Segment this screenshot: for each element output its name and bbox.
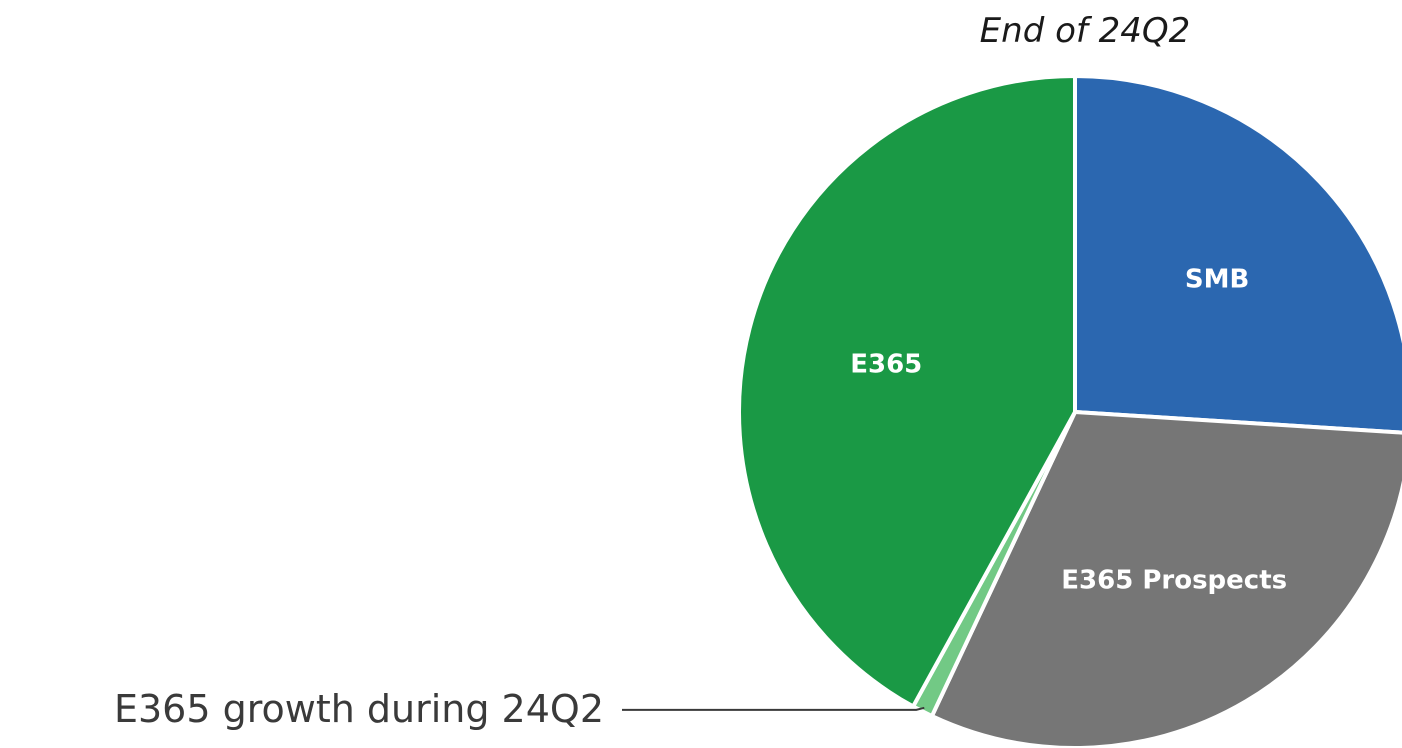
pie-slice-e365-prospects xyxy=(929,410,1402,748)
chart-title: End of 24Q2 xyxy=(980,11,1191,51)
slice-label-e365: E365 xyxy=(850,350,922,380)
slice-label-smb: SMB xyxy=(1185,265,1249,295)
callout-label-e365-growth-during-24q2: E365 growth during 24Q2 xyxy=(114,687,604,731)
pie-slice-e365 xyxy=(737,74,1077,709)
pie-callouts: E365 growth during 24Q2 xyxy=(114,687,925,731)
pie-slice-labels: SMB E365 Prospects E365 xyxy=(850,265,1287,596)
pie-slice-smb xyxy=(1073,74,1402,435)
callout-leader-line xyxy=(622,706,925,711)
pie-slices xyxy=(737,74,1402,748)
slice-label-e365-prospects: E365 Prospects xyxy=(1061,566,1287,596)
